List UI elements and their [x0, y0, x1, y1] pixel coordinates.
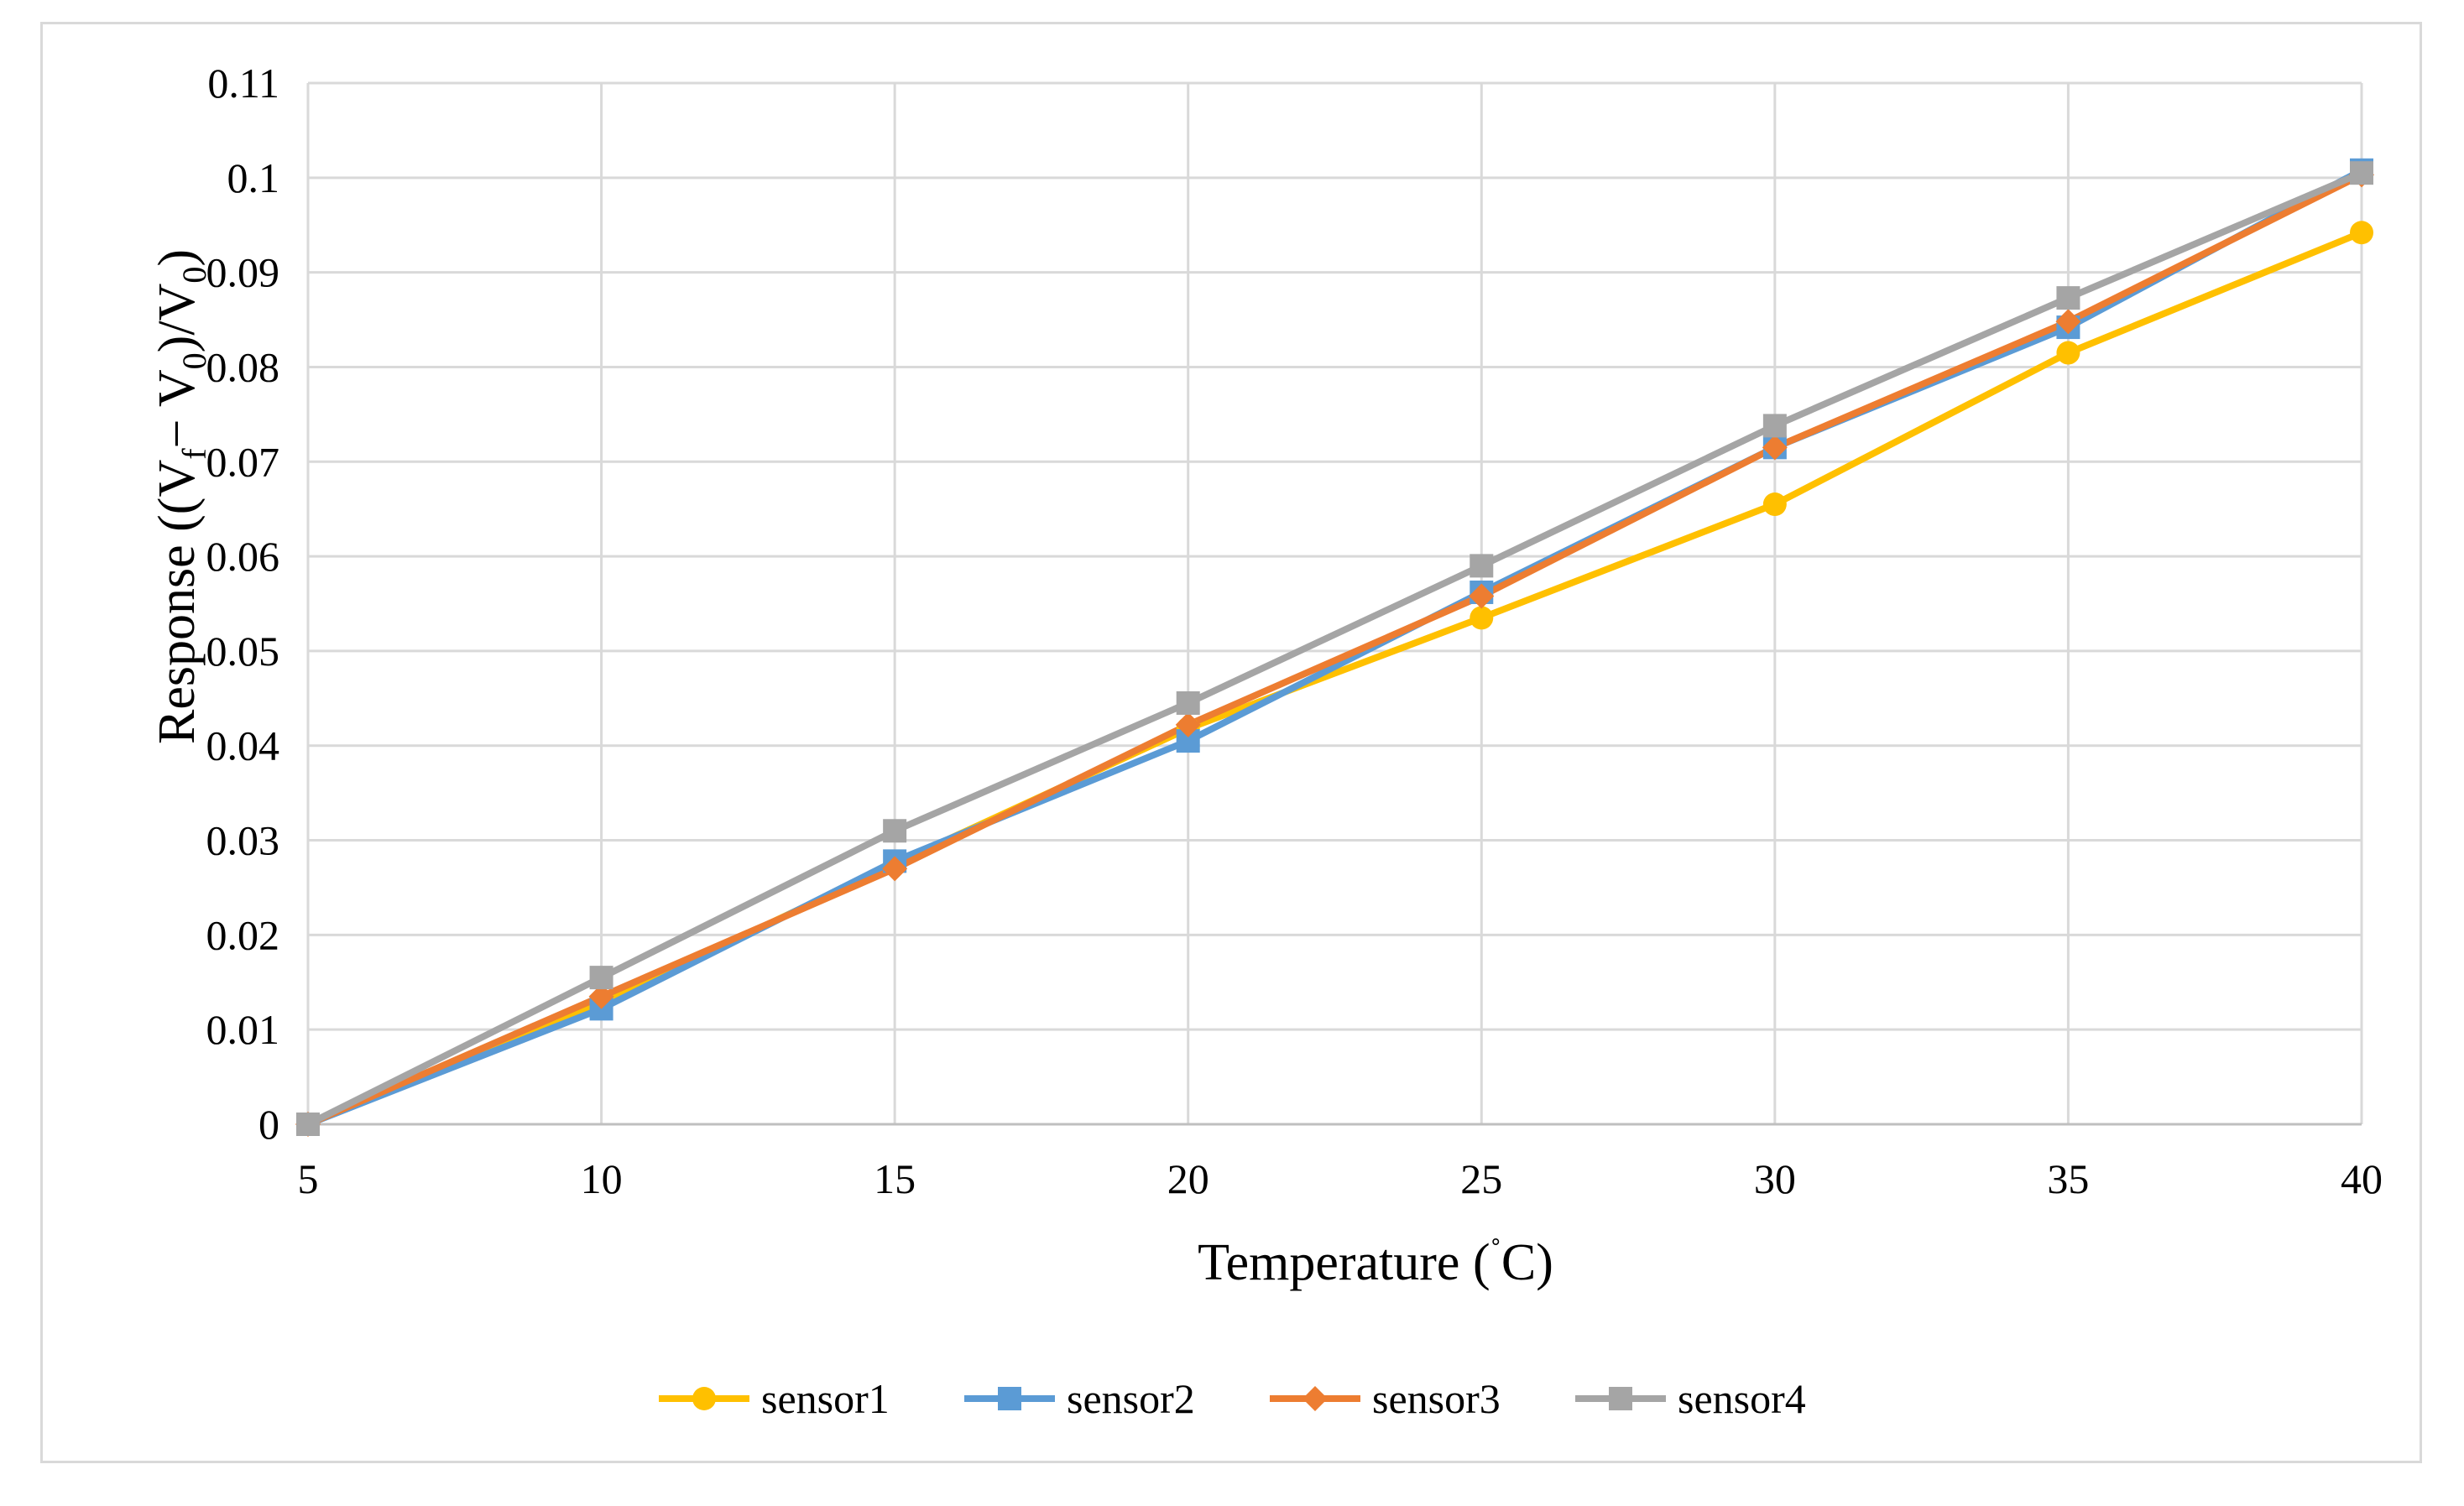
- data-point-sensor3: [1175, 711, 1201, 737]
- x-axis-title: Temperature (˚C): [1198, 1232, 1553, 1291]
- data-point-sensor3: [1469, 583, 1495, 609]
- legend-item-sensor4: sensor4: [1575, 1375, 1806, 1422]
- y-tick-label: 0.06: [206, 533, 280, 580]
- legend: sensor1 sensor2 sensor3 sensor4: [659, 1375, 1806, 1422]
- data-point-sensor1: [2056, 341, 2080, 365]
- series-markers: [295, 158, 2374, 1137]
- data-point-sensor4: [296, 1113, 320, 1136]
- series-line-sensor4: [305, 169, 2365, 1128]
- x-tick-label: 35: [2047, 1155, 2089, 1202]
- y-axis-title: Response ((Vf− V0)/V0): [149, 249, 213, 744]
- data-point-sensor3: [588, 983, 614, 1009]
- legend-swatch-marker: [998, 1387, 1021, 1410]
- y-tick-labels: 0 0.01 0.02 0.03 0.04 0.05 0.06 0.07 0.08 0.09 0.1…: [206, 60, 280, 1148]
- chart-frame: 0 0.01 0.02 0.03 0.04 0.05 0.06 0.07 0.08 0.09 0.1…: [40, 22, 2422, 1463]
- y-tick-label: 0.05: [206, 628, 280, 675]
- data-point-sensor1: [1762, 492, 1787, 517]
- y-tick-label: 0.09: [206, 249, 280, 296]
- data-point-sensor4: [589, 966, 613, 990]
- y-tick-label: 0.02: [206, 911, 280, 958]
- y-tick-label: 0: [258, 1101, 279, 1148]
- data-point-sensor1: [1470, 606, 1494, 630]
- legend-label: sensor3: [1372, 1375, 1501, 1422]
- legend-swatch-marker: [1302, 1386, 1328, 1411]
- series-line-sensor2: [305, 166, 2365, 1128]
- legend-swatch-marker: [692, 1387, 716, 1410]
- line-chart: 0 0.01 0.02 0.03 0.04 0.05 0.06 0.07 0.08 0.09 0.1…: [149, 60, 2383, 1422]
- data-point-sensor4: [2350, 161, 2373, 185]
- legend-swatch-marker: [1609, 1387, 1632, 1410]
- data-point-sensor4: [1470, 554, 1494, 578]
- legend-label: sensor2: [1067, 1375, 1195, 1422]
- y-tick-label: 0.1: [227, 154, 280, 201]
- y-tick-label: 0.08: [206, 343, 280, 390]
- data-point-sensor3: [1762, 435, 1788, 461]
- legend-item-sensor3: sensor3: [1270, 1375, 1501, 1422]
- data-point-sensor3: [2055, 309, 2081, 335]
- x-tick-labels: 5 10 15 20 25 30 35 40: [298, 1155, 2383, 1202]
- legend-item-sensor1: sensor1: [659, 1375, 890, 1422]
- y-tick-label: 0.07: [206, 438, 280, 485]
- gridlines: [308, 81, 2363, 1124]
- x-tick-label: 25: [1460, 1155, 1502, 1202]
- series-line-sensor1: [305, 229, 2365, 1128]
- x-tick-label: 5: [298, 1155, 319, 1202]
- y-tick-label: 0.01: [206, 1006, 280, 1053]
- y-tick-label: 0.11: [207, 60, 279, 107]
- data-point-sensor4: [2056, 286, 2080, 310]
- series-lines: [305, 166, 2365, 1128]
- data-point-sensor4: [1762, 414, 1787, 438]
- x-tick-label: 30: [1754, 1155, 1796, 1202]
- x-tick-label: 15: [874, 1155, 916, 1202]
- data-point-sensor1: [2350, 221, 2373, 245]
- x-tick-label: 40: [2341, 1155, 2383, 1202]
- x-tick-label: 20: [1167, 1155, 1209, 1202]
- data-point-sensor4: [883, 819, 907, 843]
- y-tick-label: 0.03: [206, 817, 280, 864]
- legend-label: sensor1: [761, 1375, 890, 1422]
- axes: [306, 83, 2362, 1126]
- y-tick-label: 0.04: [206, 722, 280, 769]
- x-tick-label: 10: [581, 1155, 623, 1202]
- legend-label: sensor4: [1678, 1375, 1806, 1422]
- data-point-sensor4: [1176, 690, 1200, 715]
- legend-item-sensor2: sensor2: [964, 1375, 1195, 1422]
- series-line-sensor3: [305, 171, 2365, 1128]
